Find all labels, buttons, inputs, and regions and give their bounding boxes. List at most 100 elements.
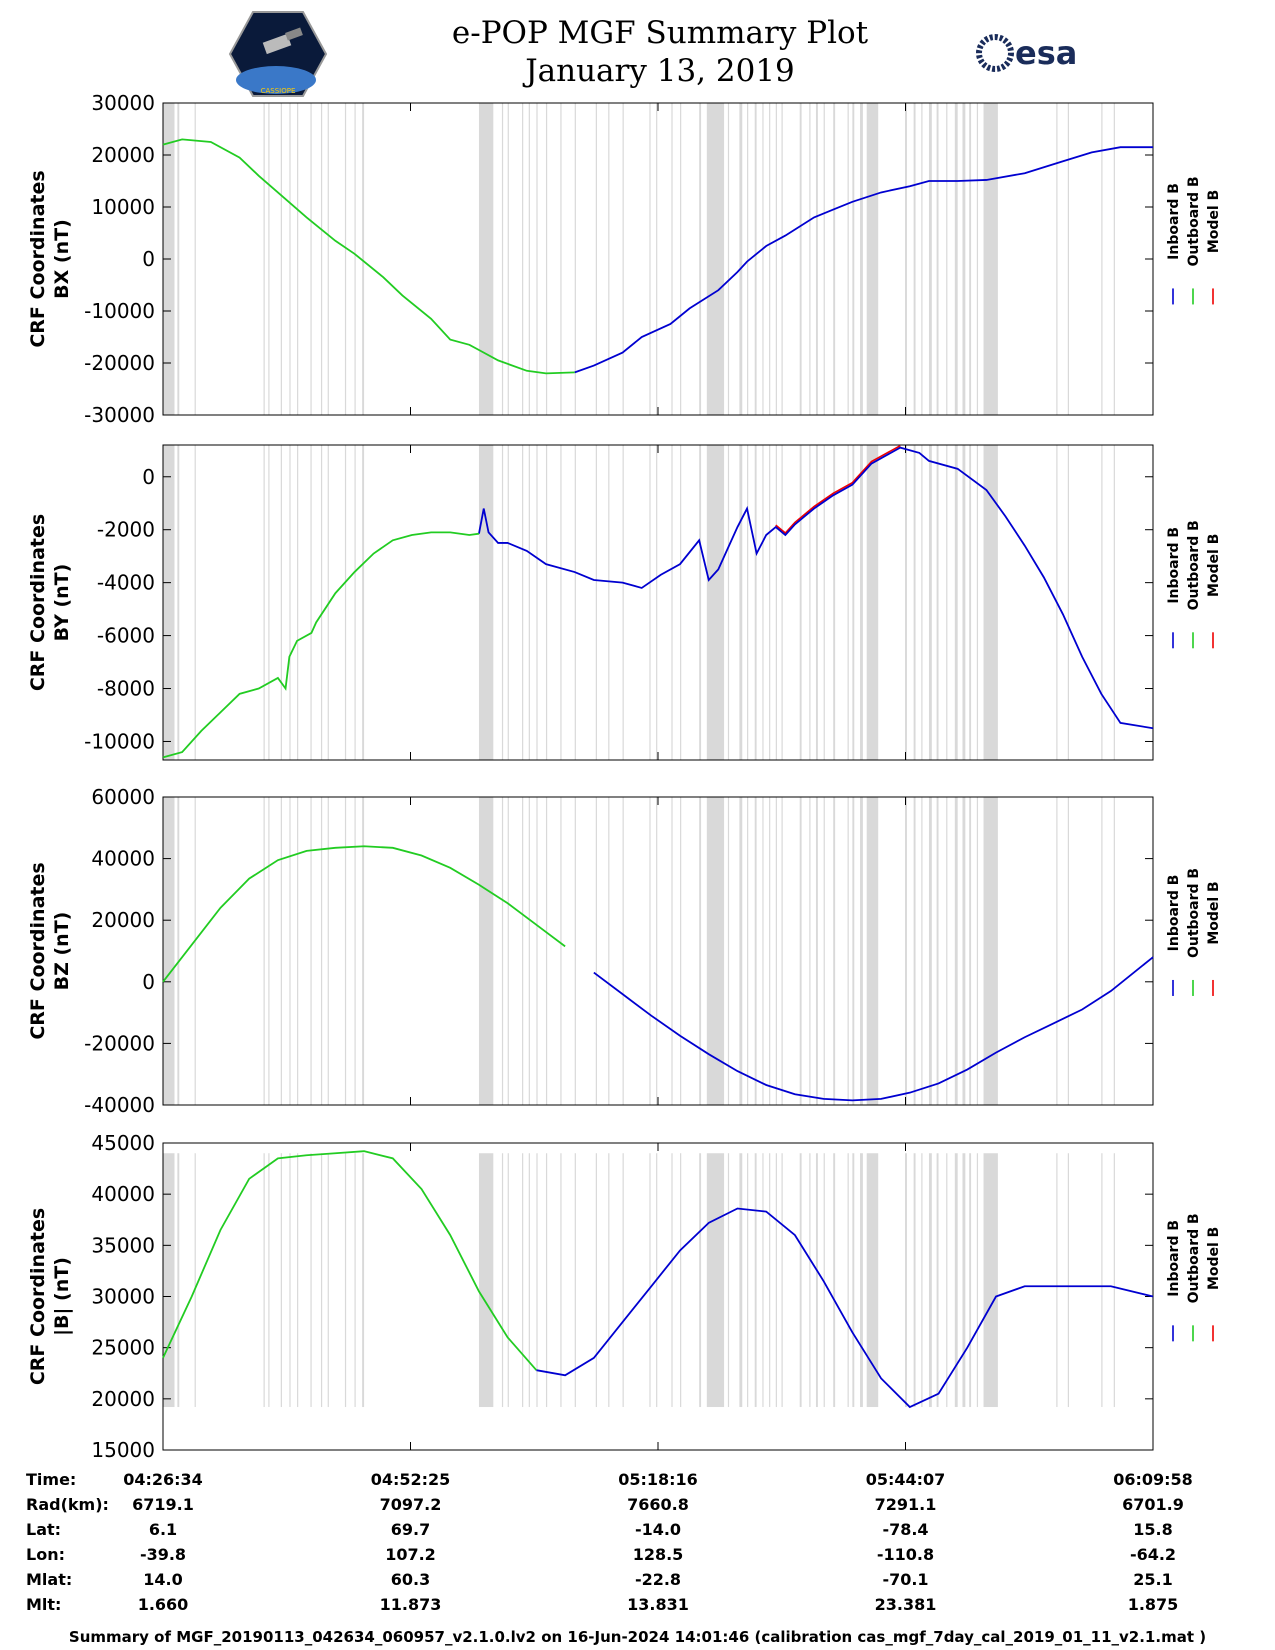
data-gap-band <box>946 1153 948 1408</box>
data-gap-band <box>921 445 923 760</box>
data-gap-band <box>297 797 299 1105</box>
data-gap-band <box>823 797 825 1105</box>
data-gap-band <box>962 797 966 1105</box>
data-gap-band <box>595 797 597 1105</box>
data-gap-band <box>574 797 576 1105</box>
y-tick-label: 40000 <box>91 1182 155 1206</box>
data-gap-band <box>280 797 282 1105</box>
data-gap-band <box>815 797 818 1105</box>
y-tick-label: -10000 <box>84 729 155 753</box>
data-gap-band <box>762 1153 764 1408</box>
y-tick-label: -6000 <box>97 624 155 648</box>
page-date: January 13, 2019 <box>525 53 795 89</box>
series-outboard-b <box>162 138 575 375</box>
data-gap-band <box>649 103 651 415</box>
footer-cell: 6719.1 <box>132 1495 194 1514</box>
data-gap-band <box>747 103 749 415</box>
data-gap-band <box>983 797 998 1105</box>
footer-cell: 04:52:25 <box>370 1470 451 1489</box>
y-tick-label: 25000 <box>91 1336 155 1360</box>
data-gap-band <box>954 797 958 1105</box>
data-gap-band <box>649 1153 651 1408</box>
data-gap-band <box>528 1153 530 1408</box>
data-gap-band <box>362 445 365 760</box>
footer-cell: -22.8 <box>634 1570 682 1589</box>
data-gap-band <box>595 1153 597 1408</box>
data-gap-band <box>297 103 299 415</box>
data-gap-band <box>799 103 802 415</box>
data-gap-band <box>354 445 356 760</box>
data-gap-band <box>936 103 939 415</box>
data-gap-band <box>560 445 562 760</box>
data-gap-band <box>921 797 923 1105</box>
data-gap-band <box>354 103 356 415</box>
data-gap-band <box>501 445 504 760</box>
data-gap-band <box>528 103 530 415</box>
data-gap-band <box>177 103 180 415</box>
data-gap-band <box>739 797 743 1105</box>
data-gap-band <box>680 797 682 1105</box>
data-gap-band <box>268 445 270 760</box>
data-gap-band <box>528 445 530 760</box>
data-gap-band <box>310 445 312 760</box>
data-gap-band <box>310 1153 312 1408</box>
data-gap-band <box>310 103 312 415</box>
data-gap-band <box>478 1153 494 1408</box>
series-inboard-b <box>593 956 1154 1102</box>
data-gap-band <box>833 1153 836 1408</box>
data-gap-band <box>656 103 658 415</box>
data-gap-band <box>866 797 879 1105</box>
data-gap-band <box>754 1153 757 1408</box>
series-inboard-b <box>536 1207 1154 1409</box>
data-gap-band <box>671 797 673 1105</box>
data-gap-band <box>754 103 757 415</box>
esa-logo-text: esa <box>1015 34 1077 72</box>
series-outboard-b <box>162 1150 538 1371</box>
data-gap-band <box>560 1153 562 1408</box>
data-gap-band <box>354 1153 356 1408</box>
data-gap-band <box>1067 797 1069 1105</box>
chart-panel-bx: -30000 -20000 -10000 0 10000 20000 30000 CRF Co… <box>27 91 1222 427</box>
data-gap-band <box>928 1153 932 1408</box>
data-gap-band <box>928 445 932 760</box>
legend-label: Model B <box>1206 1227 1222 1290</box>
data-gap-band <box>775 103 777 415</box>
footer-cell: 06:09:58 <box>1113 1470 1193 1489</box>
y-tick-label: 0 <box>142 247 155 271</box>
data-gap-band <box>574 445 576 760</box>
data-gap-band <box>754 797 757 1105</box>
legend-label: Inboard B <box>1166 875 1182 952</box>
data-gap-band <box>847 1153 849 1408</box>
data-gap-band <box>921 1153 923 1408</box>
data-gap-band <box>860 103 863 415</box>
data-gap-band <box>1101 103 1103 415</box>
cassiope-logo-text: CASSIOPE <box>261 87 296 95</box>
footer-cell: 60.3 <box>390 1570 431 1589</box>
data-gap-band <box>344 1153 347 1408</box>
chart-panel-by: -10000 -8000 -6000 -4000 -2000 0 CRF Coordinat… <box>27 444 1222 761</box>
data-gap-band <box>747 797 749 1105</box>
data-gap-band <box>976 103 979 415</box>
legend-label: Outboard B <box>1186 868 1202 958</box>
data-gap-band <box>769 797 771 1105</box>
y-tick-label: -30000 <box>84 403 155 427</box>
data-gap-band <box>815 1153 818 1408</box>
data-gap-band <box>163 1153 175 1408</box>
data-gap-band <box>976 797 979 1105</box>
title-block: e-POP MGF Summary Plot January 13, 2019 <box>340 14 980 90</box>
footer-cell: 14.0 <box>143 1570 183 1589</box>
footer-cell: 128.5 <box>632 1545 684 1564</box>
data-gap-band <box>969 103 972 415</box>
data-gap-band <box>781 103 783 415</box>
data-gap-band <box>289 445 291 760</box>
data-gap-band <box>362 1153 365 1408</box>
data-gap-band <box>194 103 196 415</box>
data-gap-band <box>622 103 624 415</box>
data-gap-band <box>962 103 966 415</box>
esa-logo-icon: esa <box>976 34 1077 72</box>
data-gap-band <box>327 1153 329 1408</box>
series-outboard-b <box>162 845 566 983</box>
data-gap-band <box>706 103 725 415</box>
data-gap-band <box>866 445 879 760</box>
y-tick-label: 0 <box>142 465 155 489</box>
